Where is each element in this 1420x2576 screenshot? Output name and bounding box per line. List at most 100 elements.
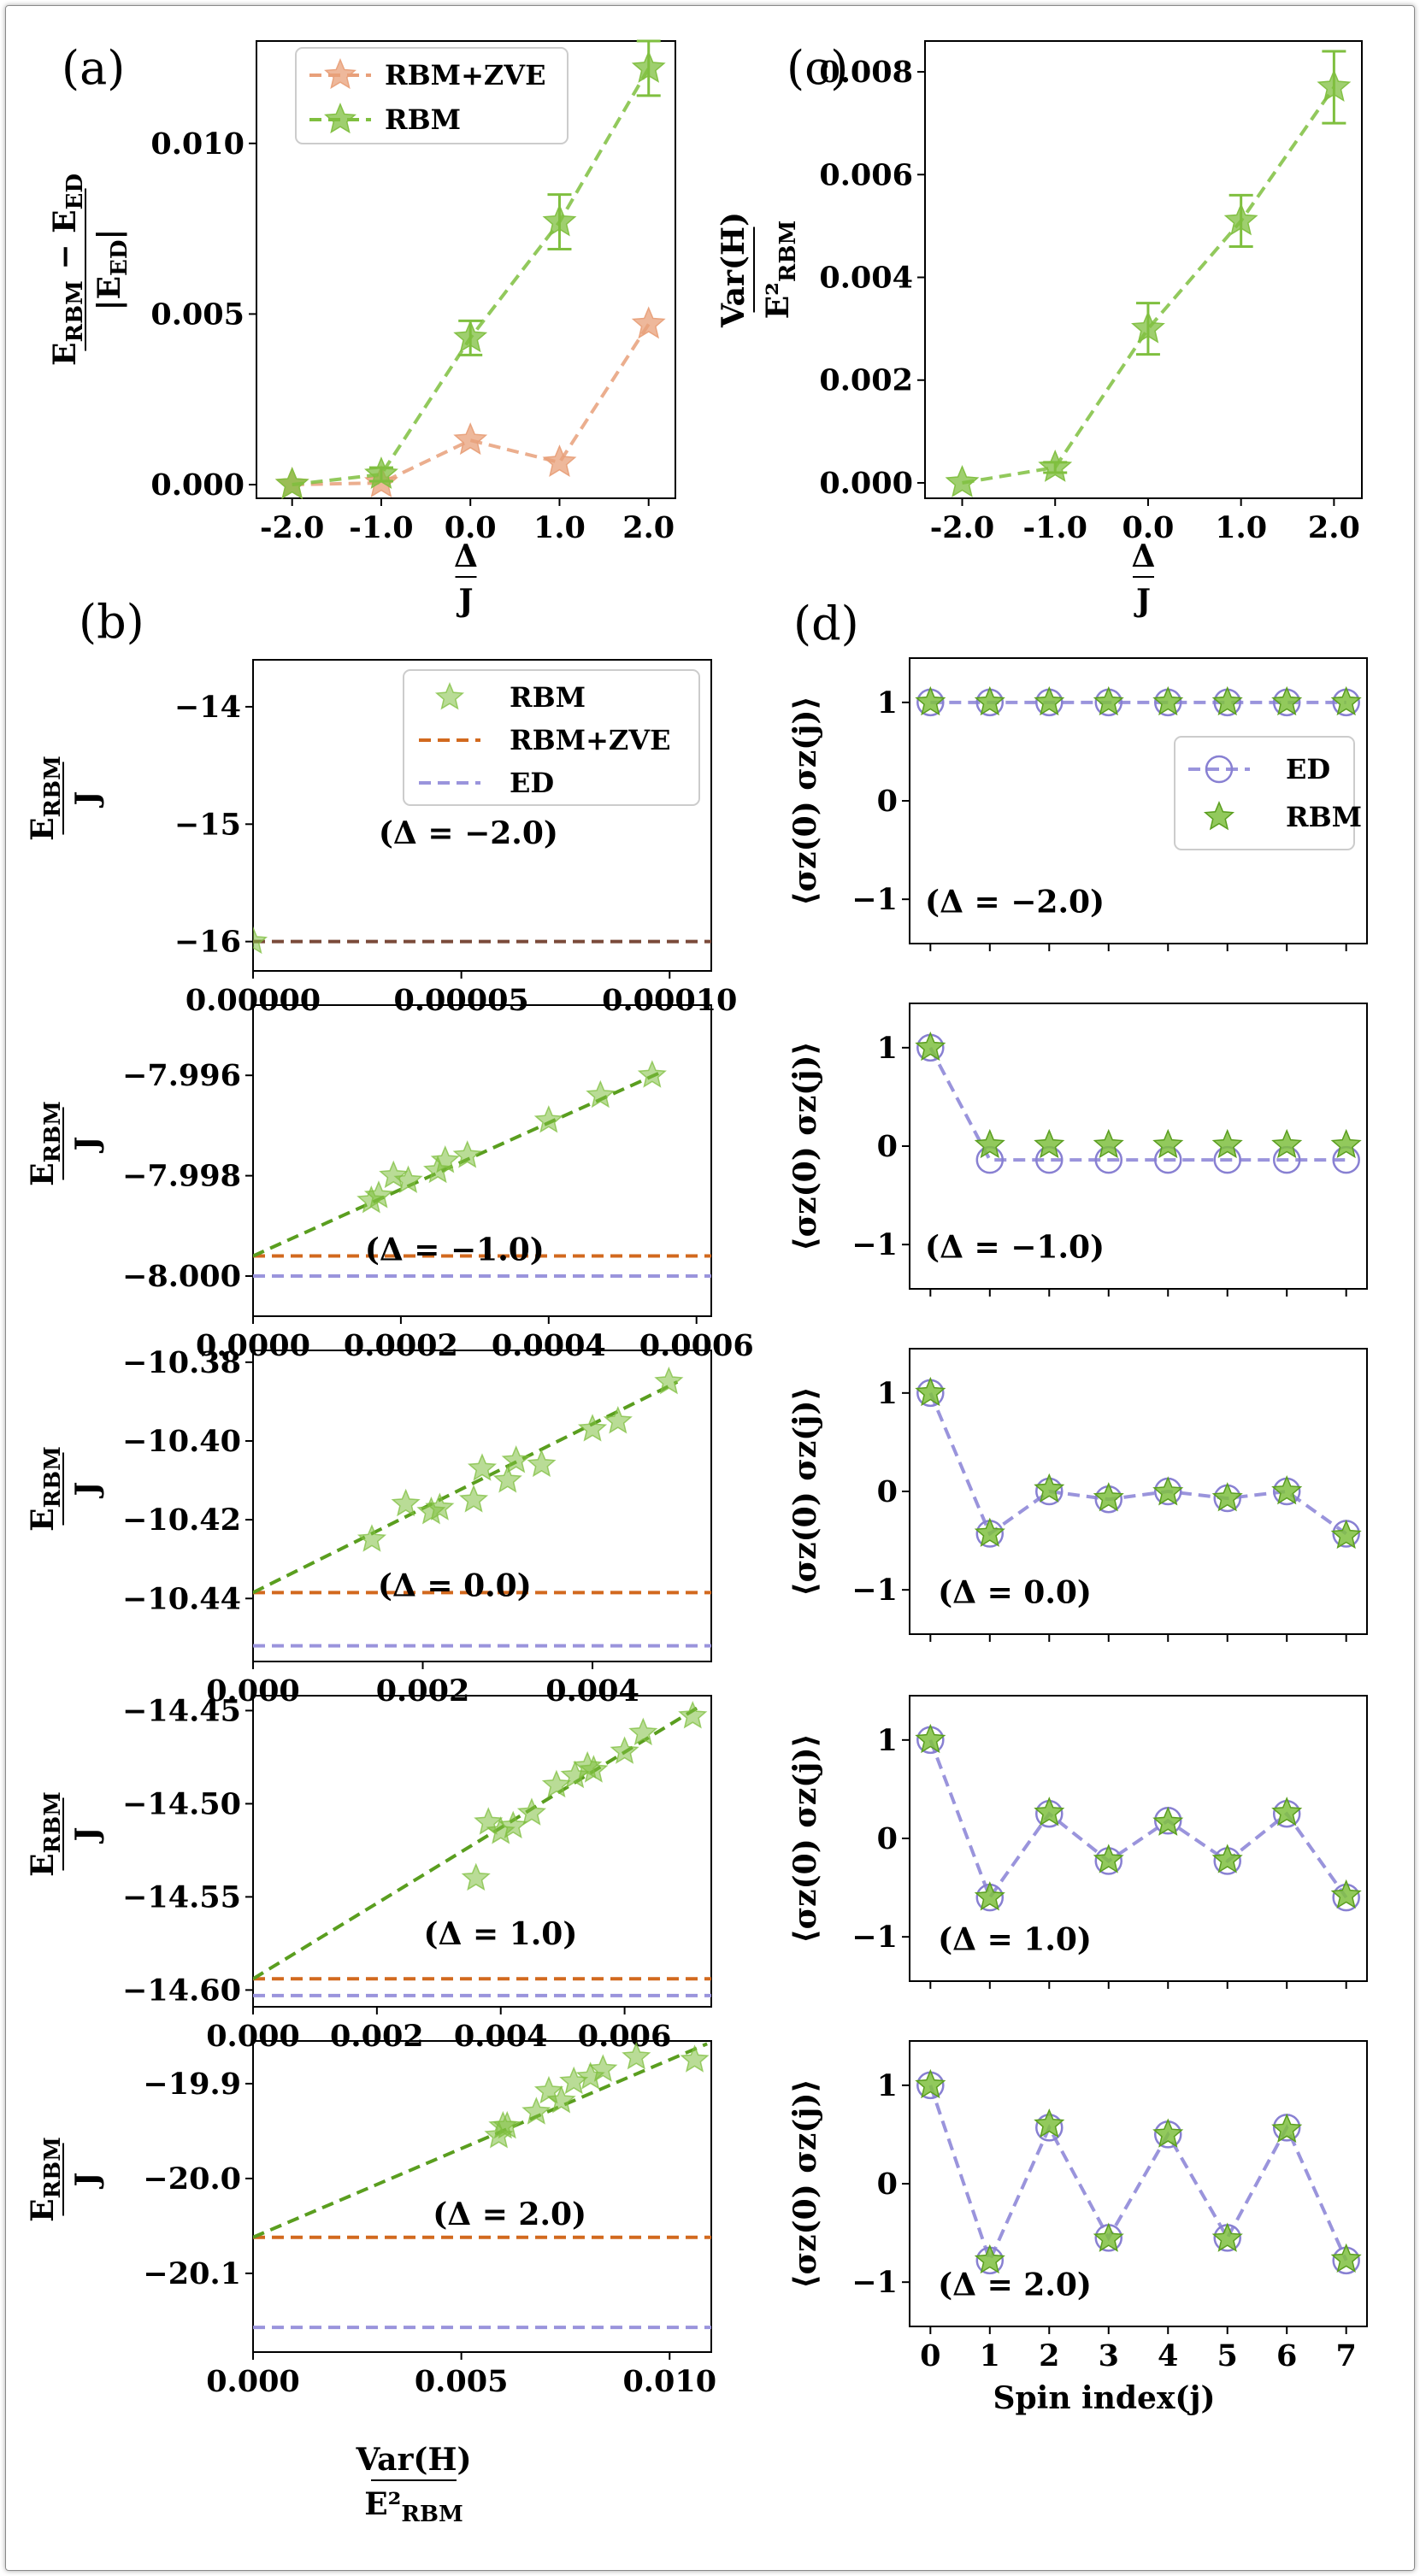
- x-tick-label: 2.0: [622, 510, 675, 545]
- y-tick-label: −1: [851, 1227, 898, 1262]
- label-numerator: Var(H): [716, 212, 751, 328]
- y-axis-label-text: ⟨σz(0) σz(j)⟩: [787, 696, 823, 906]
- y-axis-label: Var(H) E²RBM: [716, 212, 801, 328]
- panel-label: (c): [787, 41, 848, 95]
- y-tick-label: −7.996: [122, 1058, 241, 1093]
- panel-annotation: (Δ = −1.0): [365, 1232, 545, 1267]
- data-point: [452, 1140, 482, 1168]
- data-point: [631, 50, 666, 83]
- y-tick-label: 0: [877, 1474, 898, 1509]
- plot-area: [253, 2041, 711, 2330]
- y-axis-label: ERBM − EED|EED|: [47, 173, 133, 366]
- y-tick-label: 0.005: [150, 297, 245, 332]
- panel-annotation: (Δ = 2.0): [433, 2197, 586, 2232]
- rbm-point: [1211, 1482, 1243, 1512]
- y-axis-label: ERBM J: [25, 1101, 105, 1186]
- data-point: [253, 926, 268, 955]
- series-rbm: [274, 39, 666, 499]
- y-tick-label: −20.1: [143, 2256, 241, 2291]
- rbm-point: [1271, 1475, 1303, 1505]
- y-tick-label: 0.002: [819, 363, 913, 398]
- x-tick-label: 0.0002: [344, 1328, 458, 1363]
- x-tick-label: 1.0: [533, 510, 586, 545]
- rbm-point: [1271, 2113, 1303, 2143]
- data-point: [541, 1769, 571, 1798]
- y-tick-label: −10.40: [122, 1424, 241, 1459]
- y-tick-label: 0.010: [150, 126, 245, 162]
- label-numerator: ERBM: [25, 1446, 66, 1532]
- series-line: [292, 323, 651, 487]
- rbm-point: [1330, 1519, 1362, 1550]
- ed-line: [928, 2085, 1348, 2266]
- x-tick-label: 0.0: [1122, 510, 1174, 545]
- y-tick-label: 0.000: [819, 466, 913, 501]
- rbm-point: [1211, 2222, 1243, 2252]
- data-point: [654, 1366, 684, 1395]
- label-denominator: J: [69, 2172, 105, 2189]
- rbm-point: [974, 2244, 1005, 2274]
- rbm-point: [1093, 1482, 1124, 1512]
- data-point: [492, 1465, 522, 1493]
- data-point: [453, 422, 488, 456]
- label-denominator: J: [69, 1136, 105, 1153]
- data-point: [533, 1105, 563, 1133]
- y-tick-label: 0.004: [819, 261, 913, 296]
- label-numerator: Var(H): [356, 2442, 472, 2478]
- x-axis-label: ΔJ: [454, 538, 478, 619]
- label-numerator: ERBM: [25, 1791, 66, 1877]
- label-numerator: ERBM: [25, 2137, 66, 2222]
- fit-line: [253, 1380, 679, 1595]
- rbm-point: [915, 2068, 946, 2099]
- panel-annotation: (Δ = 1.0): [938, 1921, 1092, 1957]
- legend-label: RBM: [385, 103, 461, 136]
- x-tick-label: 4: [1158, 2338, 1178, 2373]
- data-point: [1038, 449, 1073, 482]
- y-tick-label: 0: [877, 1129, 898, 1164]
- y-tick-label: 0.000: [150, 468, 245, 503]
- x-tick-label: 0.00005: [393, 983, 528, 1018]
- ed-line: [928, 1392, 1347, 1537]
- panel-b4: −14.60−14.55−14.50−14.450.000 0.002 0.004 0…: [25, 1693, 712, 2054]
- rbm-point: [1034, 1473, 1065, 1503]
- data-point: [945, 465, 980, 497]
- data-point: [527, 1449, 557, 1478]
- y-axis-label: ⟨σz(0) σz(j)⟩: [787, 1041, 823, 1251]
- x-tick-label: 3: [1099, 2338, 1119, 2373]
- panel-d5: −1 0 1 0 1 2 3 4 5 6 7 ⟨σz(0) σz(j)⟩ Spin index(j) (Δ…: [787, 2040, 1368, 2416]
- data-point: [1223, 203, 1258, 236]
- y-axis-label: ERBM J: [25, 2137, 105, 2222]
- x-tick-label: 0.010: [622, 2364, 716, 2399]
- rbm-point: [974, 1128, 1005, 1159]
- y-axis-label: ⟨σz(0) σz(j)⟩: [787, 696, 823, 906]
- panel-annotation: (Δ = −1.0): [925, 1229, 1105, 1265]
- data-point: [631, 306, 666, 339]
- x-tick-label: 6: [1276, 2338, 1297, 2373]
- x-tick-label: 5: [1217, 2338, 1238, 2373]
- x-tick-label: 0.002: [376, 1673, 470, 1709]
- rbm-point: [1330, 1879, 1362, 1909]
- panel-d1: −1 0 1 (d) ⟨σz(0) σz(j)⟩ (Δ = −2.0) ED RBM: [787, 597, 1368, 951]
- legend-marker: [1205, 755, 1234, 784]
- plot-area: [253, 1366, 711, 1648]
- x-tick-label: 0.005: [415, 2364, 509, 2399]
- y-tick-label: 1: [877, 1031, 898, 1066]
- data-point: [459, 1485, 489, 1513]
- rbm-point: [1271, 1128, 1303, 1159]
- y-axis-label: ERBM J: [25, 1791, 105, 1877]
- legend-marker: [324, 58, 356, 90]
- rbm-point: [1211, 1128, 1243, 1159]
- series-rbm: [945, 50, 1352, 497]
- y-tick-label: −1: [851, 2265, 898, 2300]
- data-point: [467, 1453, 498, 1481]
- rbm-point: [1034, 685, 1065, 716]
- rbm-point: [1271, 685, 1303, 716]
- legend-label: ED: [510, 767, 554, 799]
- plot-frame: [252, 1350, 712, 1662]
- rbm-point: [974, 1517, 1005, 1547]
- y-axis-label-text: ⟨σz(0) σz(j)⟩: [787, 1386, 823, 1597]
- label-denominator: |EED|: [91, 228, 133, 310]
- legend-label: RBM: [510, 681, 586, 714]
- y-tick-label: −1: [851, 882, 898, 917]
- plot-frame: [252, 1004, 712, 1317]
